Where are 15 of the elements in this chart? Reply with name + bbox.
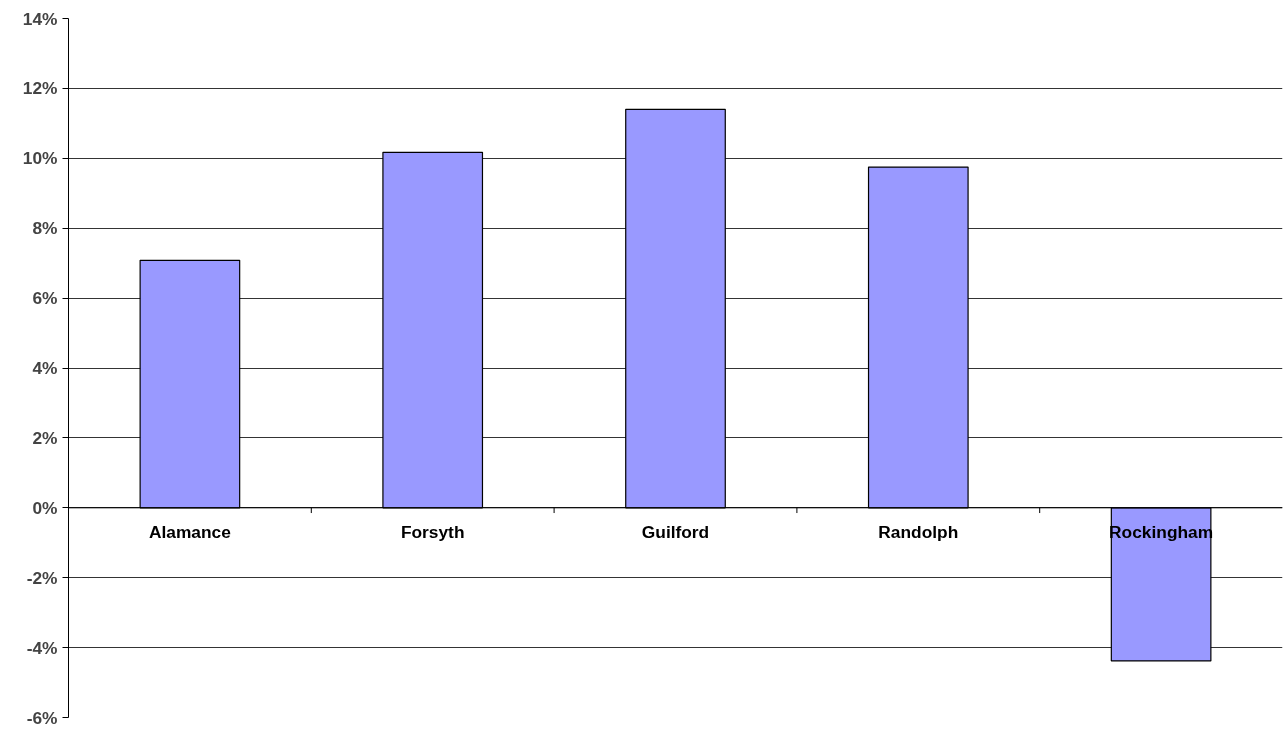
y-tick-label: 2%	[32, 427, 58, 448]
y-tick-label: -4%	[26, 637, 58, 658]
x-tick-label: Alamance	[148, 521, 232, 542]
y-tick-label: 10%	[22, 148, 58, 169]
y-tick-label: -2%	[26, 567, 58, 588]
y-tick-label: 8%	[32, 218, 58, 239]
x-tick-label: Forsyth	[400, 521, 465, 542]
y-tick-label: 0%	[32, 497, 58, 518]
y-tick-label: 14%	[22, 8, 58, 29]
y-tick-label: 6%	[32, 288, 58, 309]
x-tick-label: Randolph	[878, 521, 959, 542]
y-tick-label: 12%	[22, 78, 58, 99]
x-tick-label: Guilford	[641, 521, 710, 542]
y-tick-label: -6%	[26, 707, 58, 728]
y-tick-label: 4%	[32, 358, 58, 378]
